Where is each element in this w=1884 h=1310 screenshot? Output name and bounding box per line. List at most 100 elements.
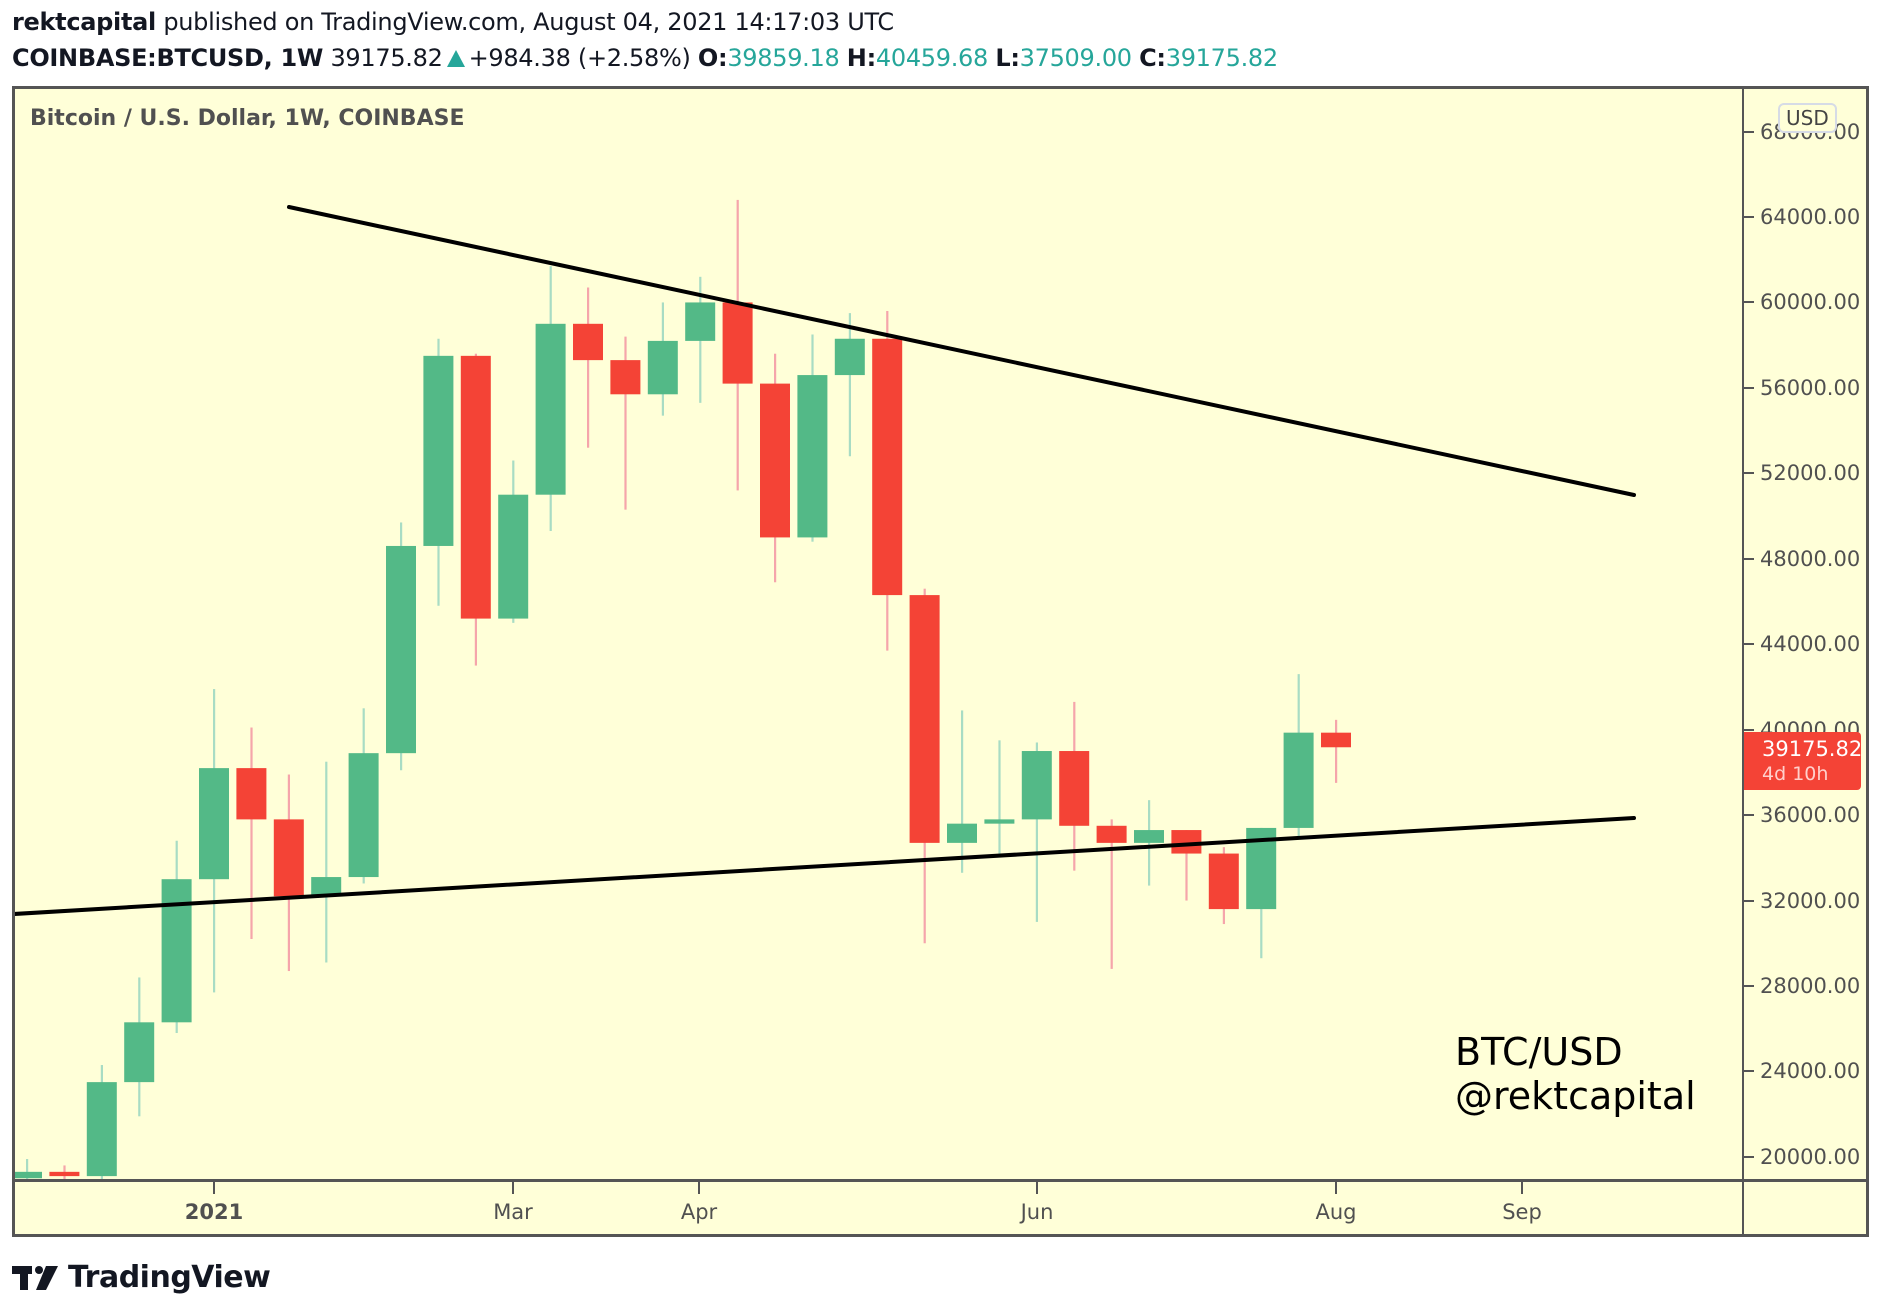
candle[interactable]	[460, 353, 491, 666]
candle[interactable]	[573, 287, 603, 448]
publish-info: rektcapital published on TradingView.com…	[12, 8, 894, 36]
low-value: 37509.00	[1019, 44, 1132, 72]
price-tick	[1744, 557, 1754, 560]
candle[interactable]	[348, 708, 379, 884]
candle[interactable]	[1134, 800, 1164, 886]
price-tick-label: 48000.00	[1760, 546, 1861, 571]
candle[interactable]	[1208, 847, 1239, 925]
date-tick	[1335, 1182, 1337, 1194]
price-tick	[1744, 984, 1754, 987]
chart-frame[interactable]	[12, 86, 1869, 1237]
date-tick-label: Sep	[1502, 1200, 1542, 1224]
price-tick	[1744, 899, 1754, 902]
price-change: +984.38 (+2.58%)	[468, 44, 691, 72]
candle[interactable]	[872, 310, 903, 651]
bar-countdown: 4d 10h	[1762, 763, 1829, 785]
price-tick-label: 60000.00	[1760, 290, 1861, 315]
last-price-tag: 39175.82 4d 10h	[1744, 732, 1863, 790]
candle[interactable]	[423, 338, 454, 606]
candle[interactable]	[797, 334, 828, 542]
price-tick	[1744, 1155, 1754, 1158]
price-tick	[1744, 216, 1754, 218]
price-tick-label: 20000.00	[1760, 1144, 1861, 1169]
price-tick	[1744, 386, 1754, 389]
candle[interactable]	[1096, 819, 1127, 969]
candle[interactable]	[610, 336, 641, 510]
date-tick-label: 2021	[184, 1200, 244, 1224]
close-value: 39175.82	[1165, 44, 1278, 72]
price-tick	[1744, 130, 1754, 133]
price-tick-label: 36000.00	[1760, 803, 1861, 828]
price-tick-label: 64000.00	[1760, 205, 1861, 229]
candle[interactable]	[49, 1165, 80, 1182]
candle[interactable]	[1246, 827, 1277, 959]
price-tick-label: 32000.00	[1760, 888, 1861, 913]
high-value: 40459.68	[875, 44, 988, 72]
candle[interactable]	[498, 460, 529, 623]
symbol-ohlc-bar: COINBASE:BTCUSD, 1W 39175.82 +984.38 (+2.…	[12, 44, 1278, 72]
date-tick-label: Mar	[493, 1200, 533, 1224]
author-name: rektcapital	[12, 8, 156, 36]
date-tick	[512, 1182, 514, 1194]
candle[interactable]	[535, 266, 566, 532]
candle[interactable]	[947, 710, 977, 873]
candle[interactable]	[1283, 674, 1314, 837]
tradingview-logo-text: TradingView	[68, 1260, 271, 1295]
tradingview-logo-icon	[12, 1265, 58, 1290]
candle[interactable]	[86, 1065, 117, 1185]
time-axis-border	[12, 1179, 1869, 1182]
candle[interactable]	[236, 727, 267, 940]
candle[interactable]	[909, 588, 940, 944]
price-tick-label: 44000.00	[1760, 632, 1861, 657]
candle[interactable]	[273, 774, 304, 972]
price-tick	[1744, 814, 1754, 817]
chart-title: Bitcoin / U.S. Dollar, 1W, COINBASE	[30, 106, 465, 131]
candle[interactable]	[124, 977, 155, 1117]
up-arrow-icon	[446, 50, 465, 67]
candle[interactable]	[1021, 742, 1052, 922]
price-axis-border	[1742, 86, 1744, 1237]
price-tick-label: 24000.00	[1760, 1059, 1861, 1084]
date-tick	[698, 1182, 700, 1194]
ascending-support-trendline[interactable]	[14, 816, 1636, 916]
candle[interactable]	[1171, 830, 1202, 901]
price-tick-label: 52000.00	[1760, 461, 1861, 486]
price-tick-label: 56000.00	[1760, 375, 1861, 400]
last-price-tag-value: 39175.82	[1762, 737, 1863, 761]
candle[interactable]	[834, 313, 865, 457]
close-label: C:	[1139, 44, 1166, 72]
price-tick-label: 28000.00	[1760, 973, 1861, 998]
candle[interactable]	[722, 199, 753, 491]
candle[interactable]	[386, 522, 416, 771]
watermark: BTC/USD @rektcapital	[1455, 1030, 1696, 1118]
last-price: 39175.82	[330, 44, 443, 72]
publish-text: published on TradingView.com, August 04,…	[163, 8, 894, 36]
date-tick-label: Jun	[1020, 1200, 1054, 1224]
open-label: O:	[697, 44, 728, 72]
candle[interactable]	[685, 276, 716, 403]
watermark-line1: BTC/USD	[1455, 1030, 1623, 1074]
price-tick	[1744, 643, 1754, 646]
candle[interactable]	[199, 689, 229, 993]
candle[interactable]	[311, 761, 342, 963]
descending-resistance-trendline[interactable]	[287, 205, 1636, 497]
date-tick	[1036, 1182, 1038, 1194]
tradingview-logo[interactable]: TradingView	[12, 1260, 271, 1295]
open-value: 39859.18	[727, 44, 840, 72]
price-tick	[1744, 301, 1754, 304]
candle[interactable]	[161, 840, 192, 1033]
candle[interactable]	[760, 353, 790, 583]
date-tick	[213, 1182, 215, 1194]
candle[interactable]	[984, 740, 1015, 854]
price-tick	[1744, 472, 1754, 475]
candle[interactable]	[647, 302, 678, 416]
high-label: H:	[846, 44, 876, 72]
currency-badge[interactable]: USD	[1778, 103, 1837, 133]
candle[interactable]	[1059, 701, 1090, 871]
watermark-line2: @rektcapital	[1455, 1074, 1696, 1118]
date-tick-label: Apr	[680, 1200, 718, 1224]
candle[interactable]	[12, 1159, 42, 1180]
candle[interactable]	[1321, 719, 1351, 783]
date-tick	[1521, 1182, 1523, 1194]
